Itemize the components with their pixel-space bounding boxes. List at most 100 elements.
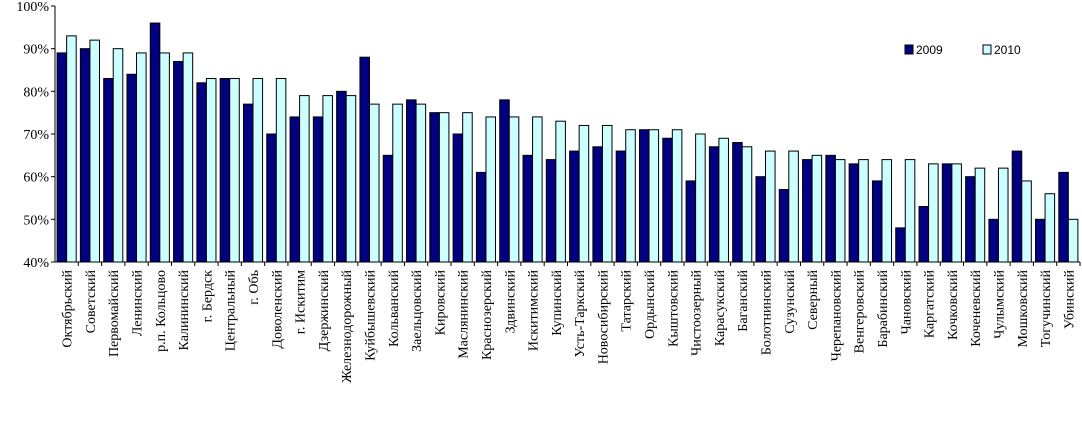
bar-2009 xyxy=(56,52,68,263)
x-category-label: Кировский xyxy=(433,269,448,335)
bar-2010 xyxy=(182,52,194,263)
bar-2010 xyxy=(159,52,170,263)
x-category-label: Коченевский xyxy=(969,270,984,347)
bar-2009 xyxy=(615,150,627,263)
bar-2010 xyxy=(601,124,613,263)
bar-2009 xyxy=(732,142,743,263)
bar-2010 xyxy=(136,52,147,263)
bar-2009 xyxy=(638,129,650,263)
x-category-label: Каргатский xyxy=(923,269,938,338)
bar-2009 xyxy=(755,176,767,263)
bar-2009 xyxy=(149,22,161,263)
x-category-label: Калининский xyxy=(177,270,192,351)
bar-2009 xyxy=(545,159,557,263)
y-tick-label: 100% xyxy=(16,0,49,15)
bar-2010 xyxy=(1067,218,1079,263)
bar-2010 xyxy=(648,129,660,263)
bar-2009 xyxy=(1011,150,1023,263)
bar-2010 xyxy=(671,129,683,263)
bar-2010 xyxy=(532,116,543,263)
bar-2010 xyxy=(205,78,217,263)
bar-2010 xyxy=(345,95,357,263)
bar-2009 xyxy=(126,73,138,263)
bar-2009 xyxy=(825,154,836,263)
bar-2009 xyxy=(965,176,976,263)
bar-2009 xyxy=(708,146,720,263)
x-category-label: Ордынский xyxy=(643,269,658,338)
y-axis: 40% 50% 60% 70% 80% 90% 100% xyxy=(16,0,56,271)
bar-2010 xyxy=(881,159,893,263)
x-category-label: Барабинский xyxy=(876,269,891,347)
bar-2009 xyxy=(522,154,534,263)
bar-2009 xyxy=(941,163,953,263)
bar-2009 xyxy=(848,163,860,263)
y-tick-label: 60% xyxy=(23,171,49,186)
y-tick-label: 70% xyxy=(23,128,49,143)
bar-2010 xyxy=(1021,180,1032,263)
bar-2009 xyxy=(173,60,184,263)
bar-2010 xyxy=(741,146,753,263)
x-category-label: Венгеровский xyxy=(853,269,868,353)
x-category-label: Сузунский xyxy=(783,269,798,333)
bar-2009 xyxy=(242,103,254,263)
bar-2010 xyxy=(858,159,869,263)
bar-2009 xyxy=(79,48,91,263)
x-category-label: Куйбышевский xyxy=(363,270,378,361)
bar-2009 xyxy=(452,133,464,263)
bar-2010 xyxy=(112,48,124,263)
bar-2010 xyxy=(66,35,77,263)
bar-2009 xyxy=(336,90,347,263)
x-category-label: Северный xyxy=(806,269,821,329)
bar-2010 xyxy=(765,150,776,263)
x-category-label: Железнодорожный xyxy=(340,269,355,382)
bar-2010 xyxy=(997,167,1009,263)
x-category-label: Кольванский xyxy=(387,270,402,347)
y-tick-label: 50% xyxy=(23,213,49,228)
x-category-label: Центральный xyxy=(224,270,239,352)
x-category-label: Заельцовский xyxy=(410,270,425,352)
x-category-label: р.п. Кольцово xyxy=(154,270,169,352)
x-category-label: Карасукский xyxy=(713,270,728,347)
x-category-label: Баганский xyxy=(736,269,751,331)
x-category-label: Татарский xyxy=(620,269,635,331)
bar-2009 xyxy=(778,188,790,263)
bar-2010 xyxy=(438,112,450,263)
x-category-label: Убинский xyxy=(1062,269,1077,329)
x-category-label: г. Бердск xyxy=(200,270,215,323)
bar-2010 xyxy=(89,39,100,263)
bar-2009 xyxy=(475,171,487,263)
bar-2009 xyxy=(312,116,324,263)
x-category-label: Болотнинский xyxy=(760,270,775,356)
bar-2009 xyxy=(895,227,906,263)
legend: 2009 2010 xyxy=(904,43,1021,57)
bar-2010 xyxy=(974,167,986,263)
bars xyxy=(56,22,1079,263)
bar-2010 xyxy=(485,116,497,263)
x-category-label: Новосибирский xyxy=(596,269,611,364)
y-tick-label: 80% xyxy=(23,85,49,100)
y-tick-label: 40% xyxy=(23,256,49,271)
bar-2009 xyxy=(988,218,999,263)
x-category-label: Чистоозерный xyxy=(690,269,705,355)
x-category-label: Искитимский xyxy=(527,269,542,351)
x-category-label: Первомайский xyxy=(107,269,122,357)
bar-2009 xyxy=(266,133,277,263)
bar-2009 xyxy=(1035,218,1046,263)
bar-2009 xyxy=(685,180,697,263)
bar-2009 xyxy=(918,206,930,263)
bar-2009 xyxy=(569,150,580,263)
bar-2009 xyxy=(871,180,883,263)
x-category-label: Чулымский xyxy=(992,270,1007,339)
bar-2010 xyxy=(811,154,823,263)
bar-2010 xyxy=(229,78,240,263)
bar-2009 xyxy=(196,82,207,263)
bar-2009 xyxy=(219,78,231,263)
x-category-label: Дзержинский xyxy=(317,270,332,352)
x-category-label: Доволенский xyxy=(270,269,285,348)
bar-2009 xyxy=(289,116,301,263)
bar-2009 xyxy=(1058,171,1069,263)
bar-2009 xyxy=(406,99,417,263)
legend-label: 2009 xyxy=(916,43,943,57)
x-category-label: г. Искитим xyxy=(294,270,309,334)
